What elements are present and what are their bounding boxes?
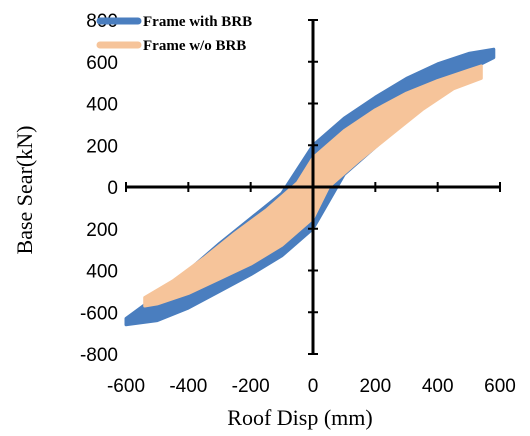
x-tick-label: -400 — [169, 376, 207, 397]
y-tick-label: 400 — [86, 262, 118, 283]
y-tick-label: 600 — [86, 53, 118, 74]
x-tick-label: -200 — [232, 376, 270, 397]
tick-labels: 8006004002000200400-600-800-600-400-2000… — [80, 11, 516, 397]
y-tick-label: -600 — [80, 303, 118, 324]
x-tick-label: 0 — [308, 376, 319, 397]
y-axis-title: Base Sear(kN) — [12, 126, 37, 255]
y-tick-label: 400 — [86, 95, 118, 116]
legend-label-frame-wo-brb: Frame w/o BRB — [143, 38, 246, 54]
x-axis-title: Roof Disp (mm) — [227, 405, 372, 430]
legend-label-frame-with-brb: Frame with BRB — [143, 14, 252, 30]
legend: Frame with BRB Frame w/o BRB — [96, 14, 252, 54]
x-tick-label: -600 — [107, 376, 145, 397]
y-tick-label: 200 — [86, 220, 118, 241]
y-tick-label: -800 — [80, 345, 118, 366]
x-tick-label: 200 — [359, 376, 391, 397]
y-tick-label: 200 — [86, 136, 118, 157]
x-tick-label: 400 — [422, 376, 454, 397]
x-tick-label: 600 — [484, 376, 516, 397]
y-tick-label: 0 — [107, 178, 118, 199]
